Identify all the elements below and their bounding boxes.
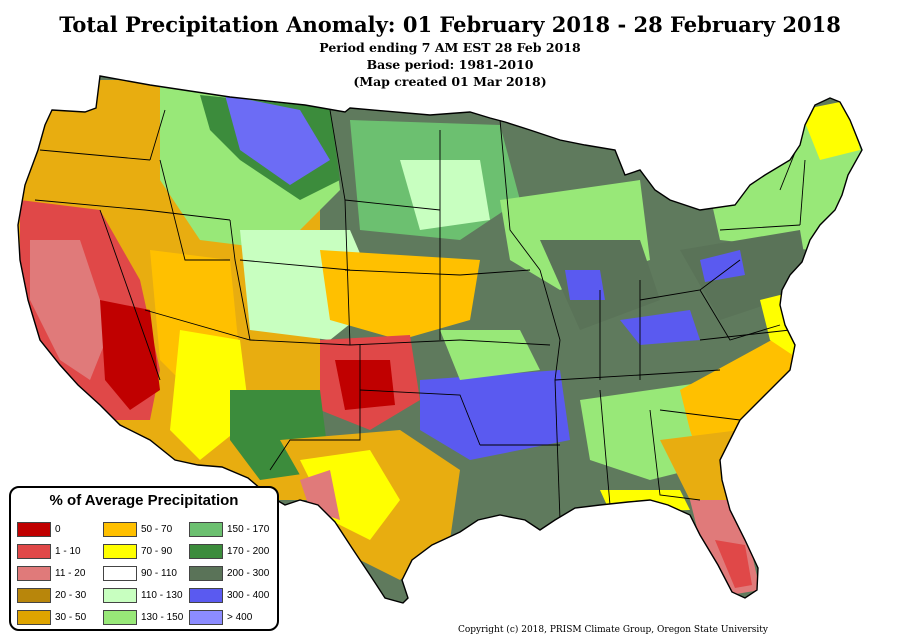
legend-item: 300 - 400 xyxy=(189,586,277,604)
subtitle-base-period: Base period: 1981-2010 xyxy=(366,57,534,72)
legend-item: 110 - 130 xyxy=(103,586,191,604)
legend-swatch xyxy=(189,587,223,603)
legend-item: 50 - 70 xyxy=(103,520,191,538)
legend-swatch xyxy=(103,609,137,625)
legend-swatch xyxy=(17,565,51,581)
legend-swatch xyxy=(189,609,223,625)
legend-grid: 0 1 - 10 11 - 20 20 - 30 30 - 50 50 - 70… xyxy=(17,520,275,628)
legend-swatch xyxy=(17,587,51,603)
legend-swatch xyxy=(103,521,137,537)
legend-swatch xyxy=(189,543,223,559)
state-boundaries xyxy=(34,109,806,521)
legend-item: 0 xyxy=(17,520,105,538)
legend-swatch xyxy=(17,609,51,625)
legend: % of Average Precipitation 0 1 - 10 11 -… xyxy=(9,486,279,631)
legend-item: 200 - 300 xyxy=(189,564,277,582)
legend-swatch xyxy=(17,521,51,537)
map-title: Total Precipitation Anomaly: 01 February… xyxy=(59,12,841,37)
legend-swatch xyxy=(103,565,137,581)
legend-swatch xyxy=(189,521,223,537)
legend-item: 30 - 50 xyxy=(17,608,105,626)
subtitle-created: (Map created 01 Mar 2018) xyxy=(353,74,547,89)
legend-item: 11 - 20 xyxy=(17,564,105,582)
legend-swatch xyxy=(103,543,137,559)
legend-item: 1 - 10 xyxy=(17,542,105,560)
legend-item: > 400 xyxy=(189,608,277,626)
legend-title: % of Average Precipitation xyxy=(49,492,239,509)
legend-item: 150 - 170 xyxy=(189,520,277,538)
legend-item: 90 - 110 xyxy=(103,564,191,582)
legend-swatch xyxy=(17,543,51,559)
legend-swatch xyxy=(103,587,137,603)
subtitle-period: Period ending 7 AM EST 28 Feb 2018 xyxy=(319,40,581,55)
legend-item: 70 - 90 xyxy=(103,542,191,560)
copyright-notice: Copyright (c) 2018, PRISM Climate Group,… xyxy=(457,625,768,635)
legend-item: 20 - 30 xyxy=(17,586,105,604)
legend-item: 170 - 200 xyxy=(189,542,277,560)
legend-swatch xyxy=(189,565,223,581)
legend-item: 130 - 150 xyxy=(103,608,191,626)
